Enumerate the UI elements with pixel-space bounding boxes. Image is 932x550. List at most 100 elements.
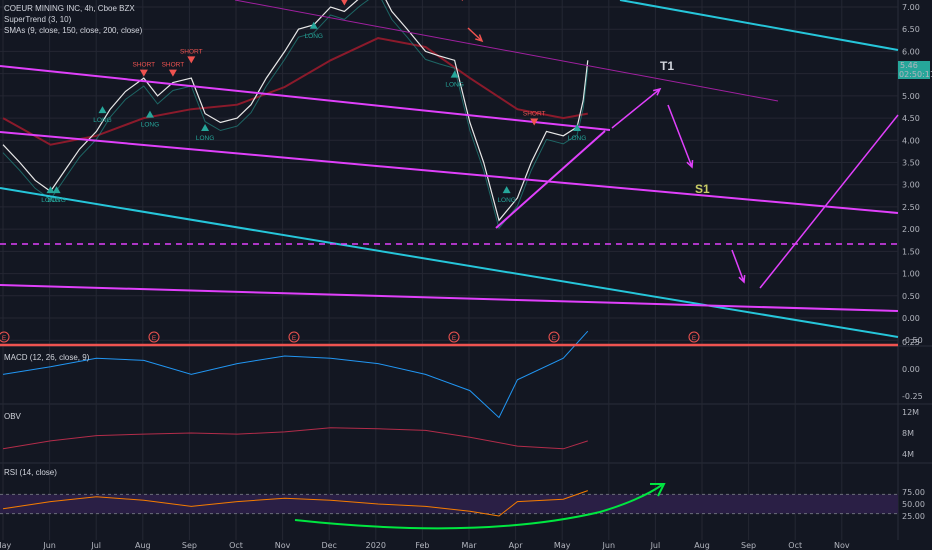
long-marker-2 <box>98 106 107 114</box>
axis-layer: May Jun Jul Aug Sep Oct Nov Dec 2020 Feb Mar Apr May… <box>0 3 932 550</box>
x-tick-label-14: Jul <box>650 541 661 550</box>
obv-tick-label-0: 12M <box>902 408 919 417</box>
cyan-trend-lower <box>0 187 899 338</box>
legend-symbol: COEUR MINING INC, 4h, Cboe BZX <box>4 4 135 13</box>
price-tick-label-8: 3.00 <box>902 181 920 190</box>
x-tick-label-0: May <box>0 541 12 550</box>
x-tick-label-5: Oct <box>229 541 243 550</box>
short-marker-3 <box>341 0 348 6</box>
signal-layer: E E E E E ELONGLONGLONGLONGLONGLONGLONGLONGLO… <box>0 0 700 343</box>
rsi-band <box>0 494 898 514</box>
short-label-2: SHORT <box>180 48 203 55</box>
arrow-up-t1-shaft <box>611 88 661 129</box>
short-label-1: SHORT <box>162 62 185 69</box>
x-tick-label-9: Feb <box>415 541 429 550</box>
long-marker-8 <box>573 123 582 131</box>
earnings-marker-0 <box>0 331 10 343</box>
legend-macd: MACD (12, 26, close, 9) <box>4 353 90 362</box>
x-tick-label-6: Nov <box>275 541 291 550</box>
magenta-rise-right <box>759 114 899 289</box>
long-marker-5 <box>309 21 318 29</box>
x-tick-label-15: Aug <box>694 541 710 550</box>
short-marker-0 <box>139 69 148 77</box>
arrow-down-s1-head <box>686 159 694 169</box>
x-tick-label-1: Jun <box>42 541 56 550</box>
earnings-label-4: E <box>552 335 557 342</box>
price-tick-label-1: 6.50 <box>902 25 920 34</box>
annotation-t1: T1 <box>660 59 674 73</box>
macd-tick-label-1: 0.00 <box>902 365 920 374</box>
earnings-marker-5 <box>688 331 700 343</box>
x-tick-label-13: Jun <box>602 541 616 550</box>
x-tick-label-2: Jul <box>90 541 101 550</box>
sma-200-line <box>2 37 588 146</box>
x-tick-label-18: Nov <box>834 541 850 550</box>
long-label-5: LONG <box>305 33 323 40</box>
legend-obv: OBV <box>4 412 22 421</box>
macd-line <box>2 330 589 419</box>
price-tick-label-15: -0.50 <box>902 336 923 345</box>
rsi-tick-label-1: 50.00 <box>902 500 925 509</box>
x-tick-label-3: Aug <box>135 541 151 550</box>
legend-supertrend: SuperTrend (3, 10) <box>4 15 72 24</box>
long-label-7: LONG <box>497 197 515 204</box>
price-tick-label-10: 2.00 <box>902 225 920 234</box>
long-marker-1 <box>52 186 61 194</box>
macd-tick-label-0: 0.25 <box>902 338 920 347</box>
magenta-support-rise <box>495 130 606 229</box>
earnings-marker-1 <box>148 331 160 343</box>
long-label-1: LONG <box>47 197 65 204</box>
arrow-down-low-head <box>738 274 746 284</box>
x-tick-label-11: Apr <box>509 541 524 550</box>
countdown-box <box>898 70 930 79</box>
legend-rsi: RSI (14, close) <box>4 468 57 477</box>
legend-smas: SMAs (9, close, 150, close, 200, close) <box>4 26 143 35</box>
arrow-down-s1-shaft <box>667 104 693 168</box>
long-label-2: LONG <box>93 117 111 124</box>
macd-tick-label-2: -0.25 <box>902 392 923 401</box>
short-marker-5 <box>530 118 539 126</box>
price-tick-label-5: 4.50 <box>902 114 920 123</box>
price-tick-label-4: 5.00 <box>902 92 920 101</box>
arrow-short-peak-shaft <box>467 27 483 42</box>
magenta-channel-bottom <box>0 131 899 214</box>
price-line <box>2 0 589 222</box>
x-tick-label-7: Dec <box>321 541 336 550</box>
rsi-green-curve <box>294 484 663 530</box>
long-label-3: LONG <box>141 122 159 129</box>
long-marker-7 <box>502 186 511 194</box>
long-marker-3 <box>145 110 154 118</box>
magenta-long-low <box>0 284 899 312</box>
long-marker-0 <box>46 186 55 194</box>
x-tick-label-12: May <box>554 541 571 550</box>
short-marker-4 <box>461 0 463 2</box>
legend-layer: COEUR MINING INC, 4h, Cboe BZX SuperTren… <box>4 4 143 477</box>
long-marker-6 <box>450 70 459 78</box>
long-label-8: LONG <box>568 135 586 142</box>
earnings-label-2: E <box>292 335 297 342</box>
obv-tick-label-2: 4M <box>902 450 914 459</box>
price-tick-label-7: 3.50 <box>902 159 920 168</box>
annotation-s1: S1 <box>695 182 710 196</box>
short-label-0: SHORT <box>133 62 156 69</box>
short-marker-1 <box>168 69 177 77</box>
long-label-0: LONG <box>41 197 59 204</box>
x-tick-label-17: Oct <box>788 541 802 550</box>
drawing-layer <box>0 0 899 530</box>
earnings-label-0: E <box>2 335 7 342</box>
earnings-label-3: E <box>452 335 457 342</box>
earnings-marker-2 <box>288 331 300 343</box>
arrow-short-peak-head <box>475 34 484 43</box>
price-tick-label-11: 1.50 <box>902 247 920 256</box>
thin-trend-red <box>234 0 779 102</box>
long-marker-4 <box>201 123 210 131</box>
earnings-label-5: E <box>692 335 697 342</box>
last-price-box <box>898 61 930 70</box>
cyan-trend-upper <box>619 0 899 51</box>
last-price-label: 5.46 <box>900 61 918 70</box>
earnings-marker-3 <box>448 331 460 343</box>
